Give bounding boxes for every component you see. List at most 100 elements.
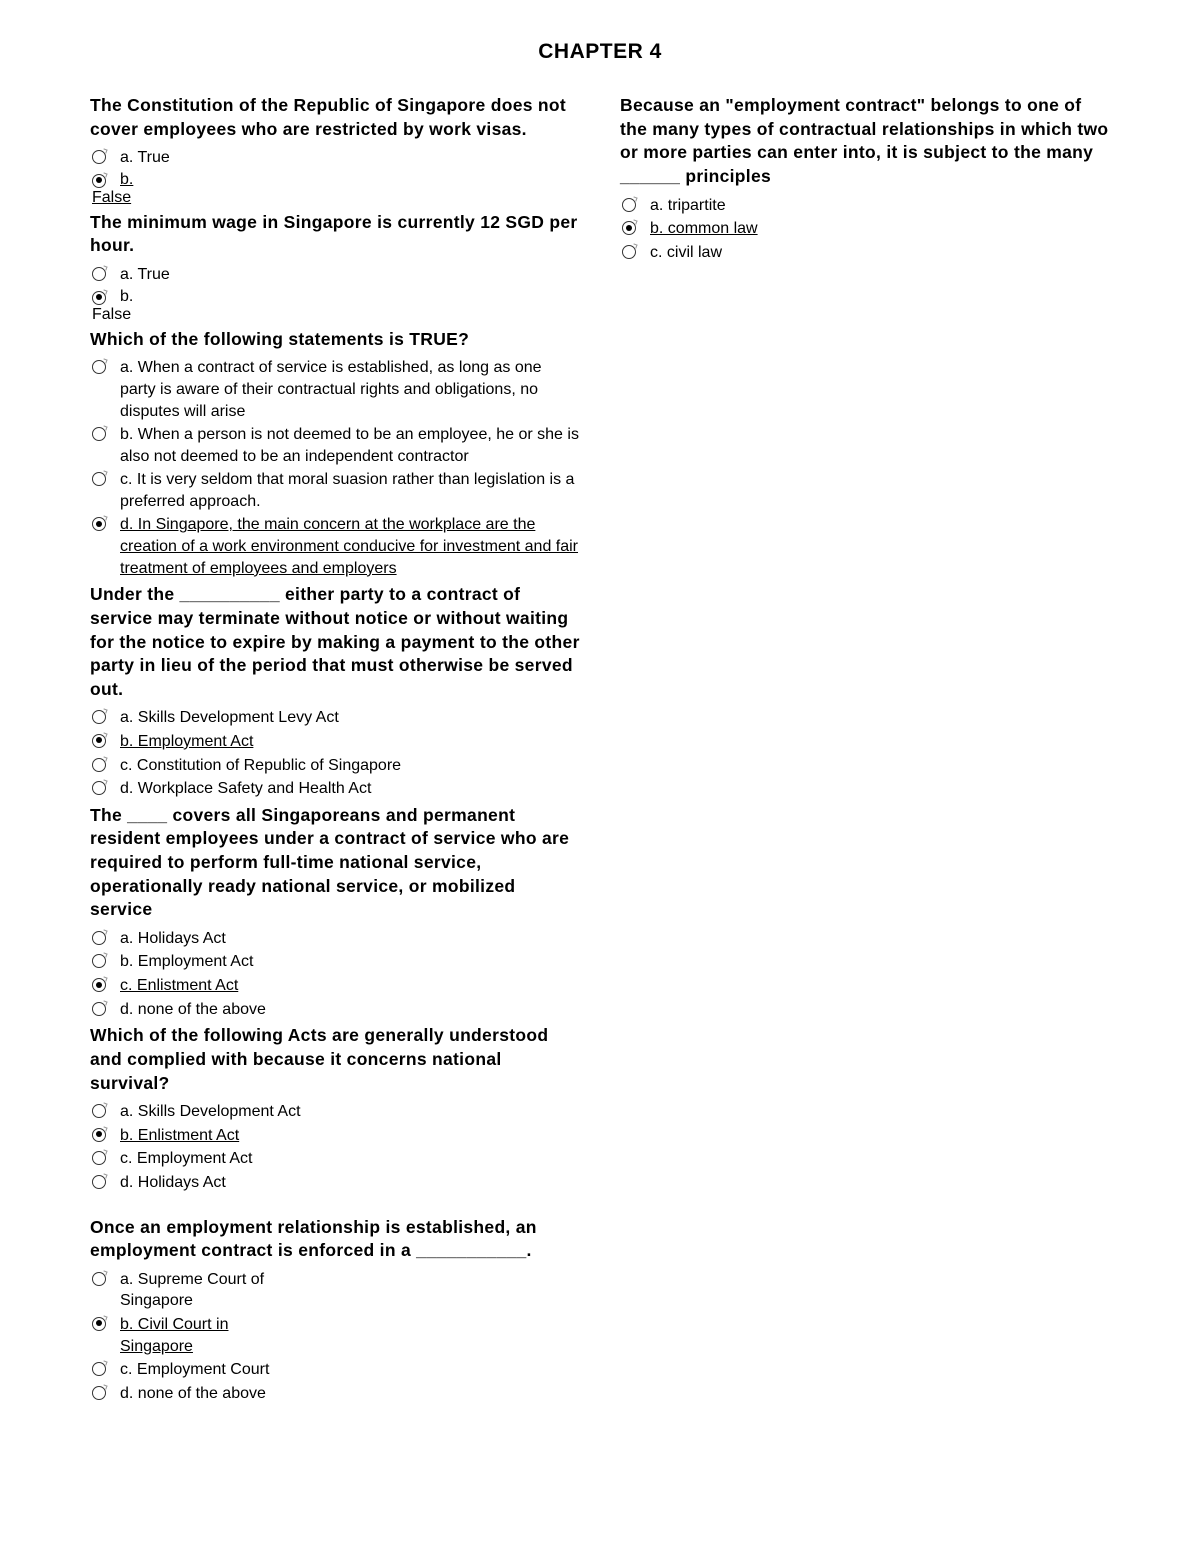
options: a. Skills Development Actb. Enlistment A… <box>90 1101 580 1193</box>
option[interactable]: d. Workplace Safety and Health Act <box>90 778 580 800</box>
radio-icon[interactable] <box>92 427 106 441</box>
radio-icon[interactable] <box>92 710 106 724</box>
radio-icon[interactable] <box>92 267 106 281</box>
option[interactable]: d. none of the above <box>90 999 580 1021</box>
page-title: CHAPTER 4 <box>90 40 1110 64</box>
option[interactable]: c. Employment Court <box>90 1359 580 1381</box>
option[interactable]: b. Employment Act <box>90 731 580 753</box>
options: a. Supreme Court of Singaporeb. Civil Co… <box>90 1269 580 1405</box>
radio-icon[interactable] <box>92 931 106 945</box>
question-stem: The Constitution of the Republic of Sing… <box>90 94 580 141</box>
option-label: d. none of the above <box>120 999 330 1021</box>
radio-icon[interactable] <box>92 1002 106 1016</box>
option-label: a. Holidays Act <box>120 928 330 950</box>
radio-icon[interactable] <box>622 198 636 212</box>
radio-icon[interactable] <box>92 1272 106 1286</box>
radio-icon[interactable] <box>92 758 106 772</box>
question-text: Once an employment relationship is estab… <box>90 1216 580 1263</box>
option-label: b. common law <box>650 218 790 240</box>
radio-icon[interactable] <box>92 1175 106 1189</box>
option[interactable]: c. Enlistment Act <box>90 975 580 997</box>
option[interactable]: b. Civil Court in Singapore <box>90 1314 580 1357</box>
options: a. tripartiteb. common lawc. civil law <box>620 195 1110 264</box>
radio-icon[interactable] <box>92 734 106 748</box>
radio-icon[interactable] <box>92 781 106 795</box>
question-text: The ____ covers all Singaporeans and per… <box>90 804 580 922</box>
option-label: b. When a person is not deemed to be an … <box>120 424 580 467</box>
question-text: Which of the following statements is TRU… <box>90 328 580 352</box>
option[interactable]: c. civil law <box>620 242 1110 264</box>
option-label: d. Workplace Safety and Health Act <box>120 778 580 800</box>
radio-icon[interactable] <box>92 472 106 486</box>
option-label-cont: False <box>92 189 580 207</box>
option[interactable]: a. Skills Development Act <box>90 1101 580 1123</box>
option-label: b. Enlistment Act <box>120 1125 280 1147</box>
radio-icon[interactable] <box>92 291 106 305</box>
option[interactable]: d. Holidays Act <box>90 1172 580 1194</box>
option[interactable]: a. When a contract of service is establi… <box>90 357 580 422</box>
radio-icon[interactable] <box>92 954 106 968</box>
option[interactable]: c. It is very seldom that moral suasion … <box>90 469 580 512</box>
option[interactable]: d. In Singapore, the main concern at the… <box>90 514 580 579</box>
option-label: d. Holidays Act <box>120 1172 330 1194</box>
option[interactable]: a. Skills Development Levy Act <box>90 707 580 729</box>
question-text: Which of the following Acts are generall… <box>90 1024 580 1095</box>
question-stem: Which of the following Acts are generall… <box>90 1024 580 1095</box>
question-text: The minimum wage in Singapore is current… <box>90 211 580 258</box>
option-label: b. <box>120 171 580 189</box>
option-label: b. Employment Act <box>120 951 330 973</box>
option-label: b. Civil Court in Singapore <box>120 1314 300 1357</box>
radio-icon[interactable] <box>92 360 106 374</box>
radio-icon[interactable] <box>92 1362 106 1376</box>
option-label: a. Supreme Court of Singapore <box>120 1269 330 1312</box>
option-label: a. Skills Development Act <box>120 1101 330 1123</box>
question-columns: The Constitution of the Republic of Sing… <box>90 94 1110 1474</box>
options: a. Trueb.False <box>90 147 580 207</box>
question-stem: Because an "employment contract" belongs… <box>620 94 1110 189</box>
question-stem: The ____ covers all Singaporeans and per… <box>90 804 580 922</box>
option[interactable]: a. Holidays Act <box>90 928 580 950</box>
question-stem: The minimum wage in Singapore is current… <box>90 211 580 258</box>
radio-icon[interactable] <box>92 174 106 188</box>
radio-icon[interactable] <box>622 245 636 259</box>
option-label: c. Employment Court <box>120 1359 330 1381</box>
options: a. Holidays Actb. Employment Actc. Enlis… <box>90 928 580 1020</box>
question-text: The Constitution of the Republic of Sing… <box>90 94 580 141</box>
radio-icon[interactable] <box>92 1317 106 1331</box>
option[interactable]: b. common law <box>620 218 1110 240</box>
radio-icon[interactable] <box>92 150 106 164</box>
radio-icon[interactable] <box>622 221 636 235</box>
option[interactable]: b. When a person is not deemed to be an … <box>90 424 580 467</box>
option[interactable]: a. tripartite <box>620 195 1110 217</box>
option[interactable]: a. True <box>90 147 580 169</box>
option-label: a. Skills Development Levy Act <box>120 707 400 729</box>
question-text: Under the __________ either party to a c… <box>90 583 580 701</box>
option-label: b. Employment Act <box>120 731 280 753</box>
option[interactable]: c. Constitution of Republic of Singapore <box>90 755 580 777</box>
option[interactable]: a. Supreme Court of Singapore <box>90 1269 580 1312</box>
option[interactable]: d. none of the above <box>90 1383 580 1405</box>
option[interactable]: b. Enlistment Act <box>90 1125 580 1147</box>
options: a. Skills Development Levy Actb. Employm… <box>90 707 580 799</box>
question-stem: Once an employment relationship is estab… <box>90 1216 580 1263</box>
option[interactable]: a. True <box>90 264 580 286</box>
option[interactable]: b.False <box>90 288 580 324</box>
option-label: c. civil law <box>650 242 860 264</box>
radio-icon[interactable] <box>92 517 106 531</box>
options: a. When a contract of service is establi… <box>90 357 580 579</box>
option[interactable]: b. Employment Act <box>90 951 580 973</box>
radio-icon[interactable] <box>92 1104 106 1118</box>
option[interactable]: c. Employment Act <box>90 1148 580 1170</box>
question-text: Because an "employment contract" belongs… <box>620 94 1110 189</box>
radio-icon[interactable] <box>92 1386 106 1400</box>
options: a. Trueb.False <box>90 264 580 324</box>
radio-icon[interactable] <box>92 978 106 992</box>
option-label: a. tripartite <box>650 195 860 217</box>
option[interactable]: b.False <box>90 171 580 207</box>
option-label: c. Employment Act <box>120 1148 330 1170</box>
option-label-cont: False <box>92 306 580 324</box>
option-label: c. Enlistment Act <box>120 975 280 997</box>
radio-icon[interactable] <box>92 1151 106 1165</box>
radio-icon[interactable] <box>92 1128 106 1142</box>
option-label: d. none of the above <box>120 1383 330 1405</box>
